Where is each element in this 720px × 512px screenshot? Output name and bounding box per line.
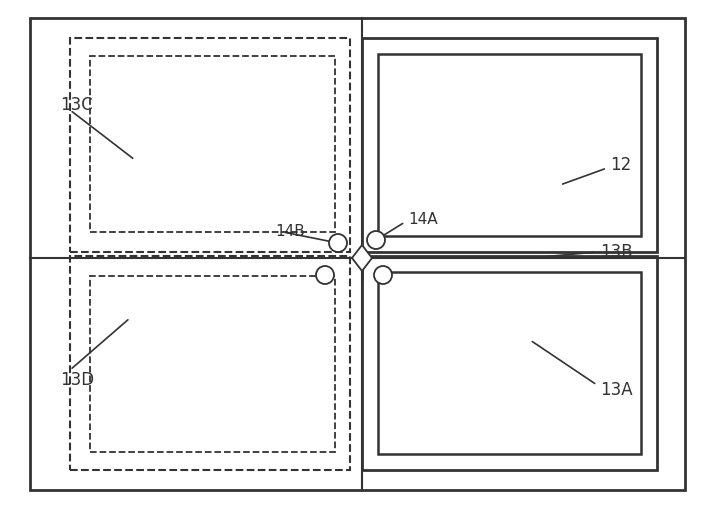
Circle shape [367, 231, 385, 249]
Bar [378, 272, 641, 454]
Bar [362, 256, 657, 470]
Circle shape [329, 234, 347, 252]
Text: 14A: 14A [408, 212, 438, 227]
Bar [362, 38, 657, 252]
Circle shape [374, 266, 392, 284]
Text: 13B: 13B [600, 243, 633, 261]
Circle shape [316, 266, 334, 284]
Polygon shape [352, 245, 372, 271]
Bar [90, 276, 335, 452]
Bar [70, 256, 350, 470]
Text: 13A: 13A [600, 381, 633, 399]
Bar [90, 56, 335, 232]
Text: 13D: 13D [60, 371, 94, 389]
Text: 13C: 13C [60, 96, 93, 114]
Bar [70, 38, 350, 252]
Bar [378, 54, 641, 236]
Text: 14B: 14B [275, 224, 305, 240]
Text: 12: 12 [610, 156, 631, 174]
